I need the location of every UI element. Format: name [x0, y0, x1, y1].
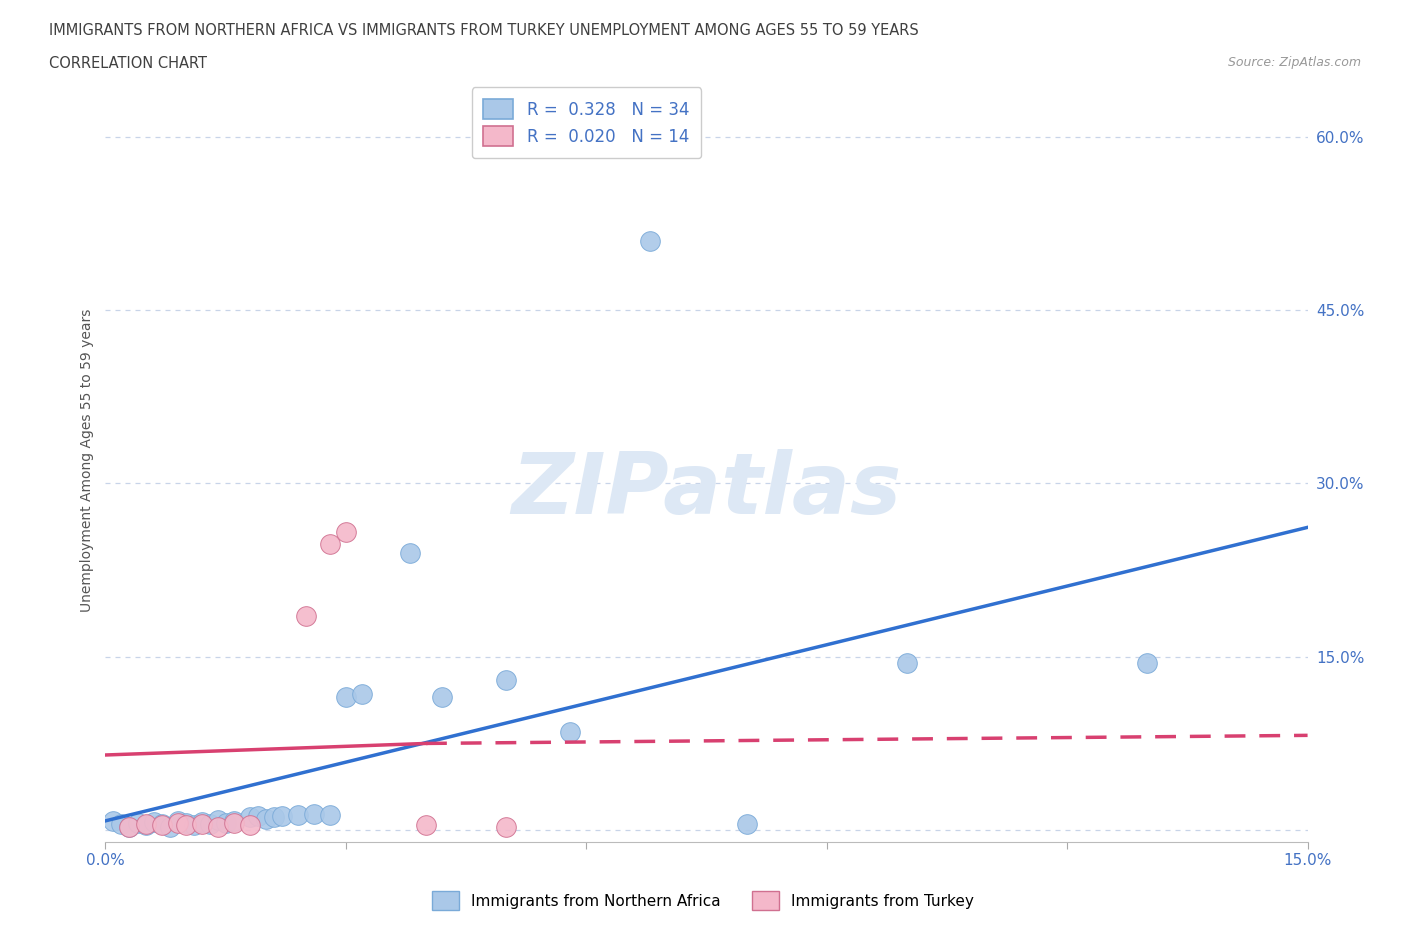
Point	[222, 816, 245, 830]
Point	[222, 814, 245, 829]
Text: Source: ZipAtlas.com: Source: ZipAtlas.com	[1227, 56, 1361, 69]
Point	[127, 816, 149, 830]
Point	[183, 818, 205, 833]
Point	[399, 545, 422, 560]
Point	[135, 817, 157, 831]
Point	[415, 818, 437, 833]
Text: ZIPatlas: ZIPatlas	[512, 449, 901, 532]
Point	[319, 807, 342, 822]
Point	[430, 690, 453, 705]
Text: IMMIGRANTS FROM NORTHERN AFRICA VS IMMIGRANTS FROM TURKEY UNEMPLOYMENT AMONG AGE: IMMIGRANTS FROM NORTHERN AFRICA VS IMMIG…	[49, 23, 920, 38]
Point	[135, 818, 157, 833]
Point	[198, 817, 221, 831]
Legend: R =  0.328   N = 34, R =  0.020   N = 14: R = 0.328 N = 34, R = 0.020 N = 14	[472, 87, 700, 158]
Point	[118, 819, 141, 834]
Point	[319, 536, 342, 551]
Point	[239, 810, 262, 825]
Point	[150, 818, 173, 833]
Point	[560, 724, 582, 739]
Point	[287, 807, 309, 822]
Point	[207, 819, 229, 834]
Point	[640, 233, 662, 248]
Point	[207, 812, 229, 827]
Point	[159, 819, 181, 834]
Point	[190, 817, 212, 831]
Point	[174, 818, 197, 833]
Point	[896, 655, 918, 670]
Point	[239, 818, 262, 833]
Text: CORRELATION CHART: CORRELATION CHART	[49, 56, 207, 71]
Legend: Immigrants from Northern Africa, Immigrants from Turkey: Immigrants from Northern Africa, Immigra…	[425, 884, 981, 918]
Point	[350, 686, 373, 701]
Point	[495, 672, 517, 687]
Point	[302, 806, 325, 821]
Point	[150, 817, 173, 831]
Point	[1136, 655, 1159, 670]
Point	[254, 811, 277, 826]
Point	[166, 814, 188, 829]
Point	[118, 819, 141, 834]
Point	[110, 817, 132, 831]
Point	[495, 819, 517, 834]
Point	[103, 814, 125, 829]
Y-axis label: Unemployment Among Ages 55 to 59 years: Unemployment Among Ages 55 to 59 years	[80, 309, 94, 612]
Point	[735, 817, 758, 831]
Point	[270, 809, 292, 824]
Point	[246, 809, 269, 824]
Point	[142, 815, 165, 830]
Point	[335, 690, 357, 705]
Point	[190, 815, 212, 830]
Point	[214, 816, 236, 830]
Point	[166, 816, 188, 830]
Point	[174, 816, 197, 830]
Point	[295, 609, 318, 624]
Point	[335, 525, 357, 539]
Point	[263, 810, 285, 825]
